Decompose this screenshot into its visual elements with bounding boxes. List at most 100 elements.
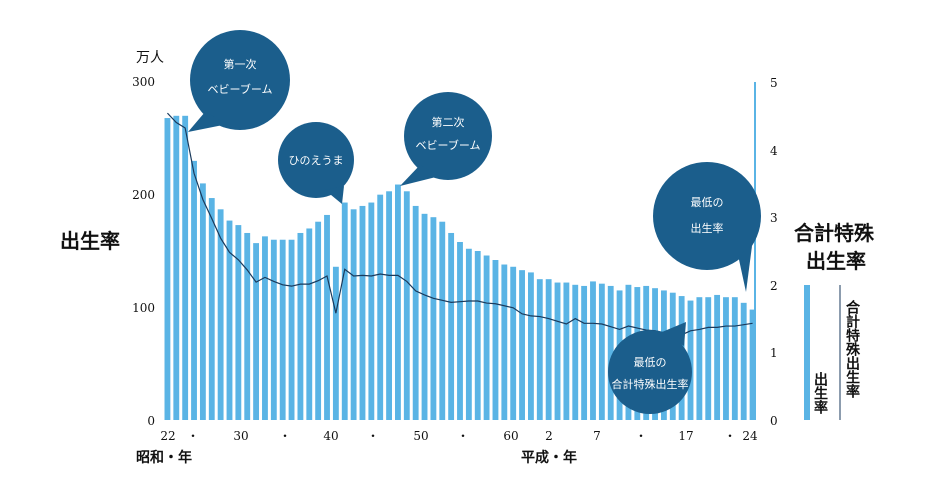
bar-65: [740, 302, 747, 420]
bar-29: [421, 213, 428, 420]
bar-30: [430, 217, 437, 420]
x-tick-60: 60: [503, 429, 518, 443]
right-tick-5: 5: [770, 76, 778, 90]
bar-32: [448, 232, 455, 420]
bar-15: [297, 232, 304, 420]
bar-1: [173, 115, 180, 421]
bar-19: [332, 266, 339, 420]
bar-33: [457, 241, 463, 420]
x-tick-h17: 17: [678, 429, 693, 443]
bar-20: [341, 202, 348, 420]
bar-48: [590, 281, 596, 420]
left-tick-200: 200: [132, 188, 155, 202]
right-tick-2: 2: [770, 279, 778, 293]
era-label-showa: 昭和・年: [136, 449, 192, 466]
annotation-second-boom-line2: ベビーブーム: [415, 138, 480, 152]
right-tick-0: 0: [770, 414, 778, 428]
x-tick-dot-3: ・: [367, 429, 379, 443]
bar-34: [465, 248, 472, 420]
annotation-lowest-tfr-line2: 合計特殊出生率: [612, 377, 689, 391]
x-tick-22: 22: [160, 429, 175, 443]
bar-11: [262, 236, 268, 420]
annotation-lowest-births-line1: 最低の: [691, 196, 724, 209]
x-tick-dot-2: ・: [279, 429, 291, 443]
x-tick-h24: 24: [742, 429, 758, 443]
legend-line-label: 合計特殊出生率: [844, 299, 860, 399]
bar-42: [536, 279, 543, 420]
bar-16: [306, 228, 313, 420]
bar-63: [723, 297, 729, 420]
bar-64: [731, 297, 738, 420]
x-tick-dot-5: ・: [635, 429, 647, 443]
bar-28: [412, 205, 419, 420]
x-tick-50: 50: [413, 429, 428, 443]
bar-35: [474, 251, 481, 420]
annotation-lowest-births-line2: 出生率: [691, 221, 724, 235]
left-axis-ticks: 0 100 200 300: [132, 75, 155, 428]
x-tick-dot-4: ・: [457, 429, 469, 443]
x-tick-40: 40: [323, 429, 338, 443]
left-axis-unit: 万人: [136, 50, 164, 66]
bar-60: [696, 297, 703, 420]
bar-14: [288, 239, 295, 420]
bar-39: [510, 266, 517, 420]
right-axis-label-line1: 合計特殊: [794, 221, 875, 245]
annotation-lowest-tfr-line1: 最低の: [634, 356, 667, 369]
right-tick-3: 3: [770, 211, 778, 225]
x-tick-dot-6: ・: [724, 429, 736, 443]
annotation-lowest-births: 最低の 出生率: [653, 162, 761, 292]
annotation-first-boom-line1: 第一次: [224, 57, 257, 71]
left-tick-100: 100: [132, 301, 155, 315]
right-axis-label-line2: 出生率: [806, 249, 866, 273]
bar-4: [199, 183, 206, 420]
bar-61: [705, 297, 712, 420]
legend: 出生率 合計特殊出生率: [804, 285, 860, 420]
right-tick-4: 4: [770, 144, 778, 158]
bar-49: [598, 283, 605, 420]
annotation-second-boom-line1: 第二次: [432, 115, 465, 129]
legend-bar-swatch: [804, 285, 810, 420]
birth-count-bars: [164, 115, 756, 421]
bar-2: [182, 115, 189, 421]
bar-41: [528, 272, 534, 420]
legend-bar-label: 出生率: [812, 371, 828, 415]
bar-24: [377, 194, 384, 420]
x-tick-h2: 2: [545, 429, 553, 443]
bar-47: [581, 285, 588, 420]
x-tick-dot-1: ・: [187, 429, 199, 443]
bar-22: [359, 205, 366, 420]
bar-62: [714, 294, 721, 420]
left-axis-label: 出生率: [60, 229, 120, 253]
left-tick-0: 0: [147, 414, 155, 428]
bar-18: [324, 214, 330, 420]
bar-27: [403, 191, 410, 420]
bar-23: [368, 202, 375, 420]
left-tick-300: 300: [132, 75, 155, 89]
bar-36: [483, 255, 490, 420]
bar-13: [279, 239, 286, 420]
bar-59: [687, 300, 694, 420]
annotation-lowest-tfr: 最低の 合計特殊出生率: [608, 322, 692, 414]
bar-66: [749, 309, 756, 420]
bar-26: [395, 184, 401, 420]
bar-46: [572, 284, 579, 420]
right-axis-ticks: 0 1 2 3 4 5: [770, 76, 778, 428]
annotation-hinoeuma-line1: ひのえうま: [289, 154, 344, 167]
bar-0: [164, 118, 171, 421]
annotation-first-boom: 第一次 ベビーブーム: [188, 30, 290, 132]
bar-17: [315, 221, 322, 420]
bar-31: [439, 221, 446, 420]
annotation-hinoeuma: ひのえうま: [278, 122, 354, 204]
bar-38: [501, 264, 508, 420]
bar-40: [519, 270, 525, 420]
bar-44: [554, 282, 561, 420]
bar-5: [208, 198, 215, 420]
x-axis-ticks: 22 ・ 30 ・ 40 ・ 50 ・ 60 2 7 ・ 17 ・ 24: [160, 429, 758, 443]
bar-21: [350, 209, 357, 420]
x-tick-h7: 7: [593, 429, 601, 443]
era-label-heisei: 平成・年: [521, 449, 577, 466]
bar-12: [270, 239, 277, 420]
bar-45: [563, 282, 570, 420]
bar-7: [226, 220, 233, 420]
bar-3: [191, 160, 197, 420]
